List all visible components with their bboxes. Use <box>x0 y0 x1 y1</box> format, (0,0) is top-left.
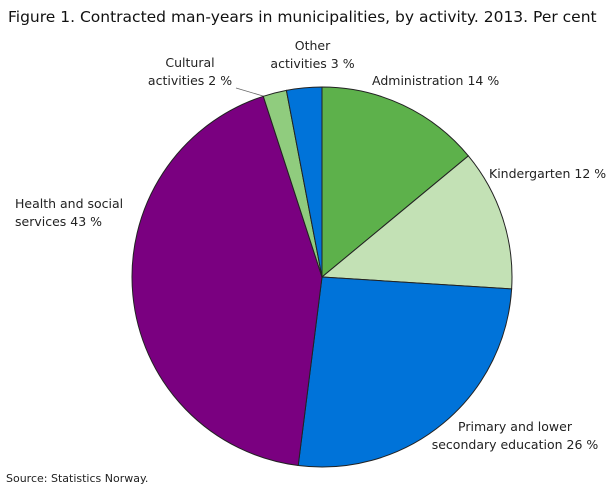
pie-slice <box>320 155 513 290</box>
category-name: Primary and lower secondary education <box>431 419 572 452</box>
category-name: Kindergarten <box>489 166 571 181</box>
pie-slice <box>321 86 470 279</box>
value-label: 14 % <box>467 73 500 88</box>
slice-label: Administration 14 % <box>372 72 532 90</box>
slice-label: Health and social services 43 % <box>15 195 133 231</box>
pie-slice <box>131 95 323 467</box>
pie-slice <box>297 276 513 468</box>
source: Source: Statistics Norway. <box>6 472 149 485</box>
slice-label: Kindergarten 12 % <box>489 165 609 183</box>
slice-label: Other activities 3 % <box>265 37 360 73</box>
value-label: 3 % <box>330 56 355 71</box>
category-name: Administration <box>372 73 464 88</box>
slice-label: Primary and lower secondary education 26… <box>425 418 605 454</box>
value-label: 12 % <box>574 166 607 181</box>
category-name: Other activities <box>270 38 331 71</box>
value-label: 43 % <box>70 214 103 229</box>
leader-line <box>235 87 264 97</box>
slice-label: Cultural activities 2 % <box>140 54 240 90</box>
chart-title: Figure 1. Contracted man-years in munici… <box>8 8 597 26</box>
category-name: Health and social services <box>15 196 124 229</box>
value-label: 2 % <box>208 73 233 88</box>
value-label: 26 % <box>566 437 599 452</box>
pie-slice <box>285 86 323 278</box>
category-name: Cultural activities <box>147 55 215 88</box>
